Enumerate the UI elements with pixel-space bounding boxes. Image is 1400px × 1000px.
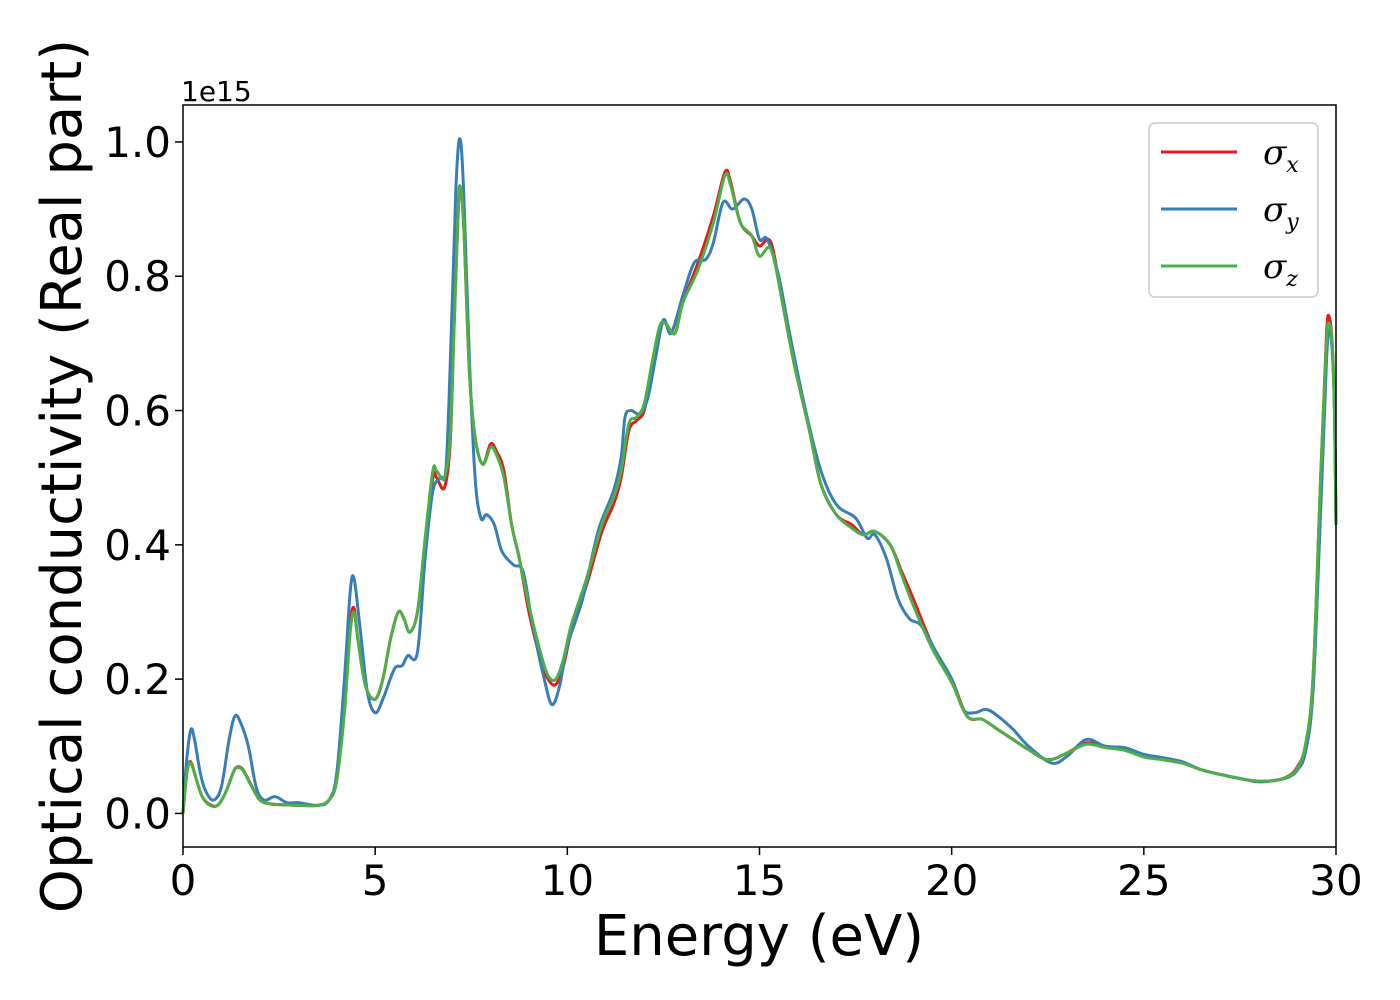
series-line-z xyxy=(181,171,1338,814)
y-axis-label: Optical conductivity (Real part) xyxy=(30,39,95,913)
x-tick-label: 25 xyxy=(1117,856,1170,905)
x-tick-label: 15 xyxy=(733,856,786,905)
x-tick-label: 10 xyxy=(541,856,594,905)
series-layer xyxy=(181,137,1338,814)
y-tick-label: 0.2 xyxy=(104,655,171,704)
y-tick-label: 0.6 xyxy=(104,387,171,436)
x-tick-label: 30 xyxy=(1309,856,1362,905)
x-tick-label: 20 xyxy=(925,856,978,905)
y-axis-ticks: 0.0 0.2 0.4 0.6 0.8 1.0 xyxy=(104,118,183,838)
y-tick-label: 0.4 xyxy=(104,521,171,570)
series-line-y xyxy=(181,137,1338,814)
legend-label-z: σz xyxy=(1263,247,1298,292)
y-tick-label: 0.8 xyxy=(104,252,171,301)
x-tick-label: 5 xyxy=(362,856,389,905)
legend: σx σy σz xyxy=(1148,122,1319,298)
legend-label-x: σx xyxy=(1263,133,1299,178)
y-offset-label: 1e15 xyxy=(181,75,252,108)
x-tick-label: 0 xyxy=(170,856,197,905)
y-tick-label: 0.0 xyxy=(104,789,171,838)
legend-label-y: σy xyxy=(1263,190,1299,235)
x-axis-label: Energy (eV) xyxy=(594,904,924,969)
y-tick-label: 1.0 xyxy=(104,118,171,167)
x-axis-ticks: 0 5 10 15 20 25 30 xyxy=(170,847,1363,905)
